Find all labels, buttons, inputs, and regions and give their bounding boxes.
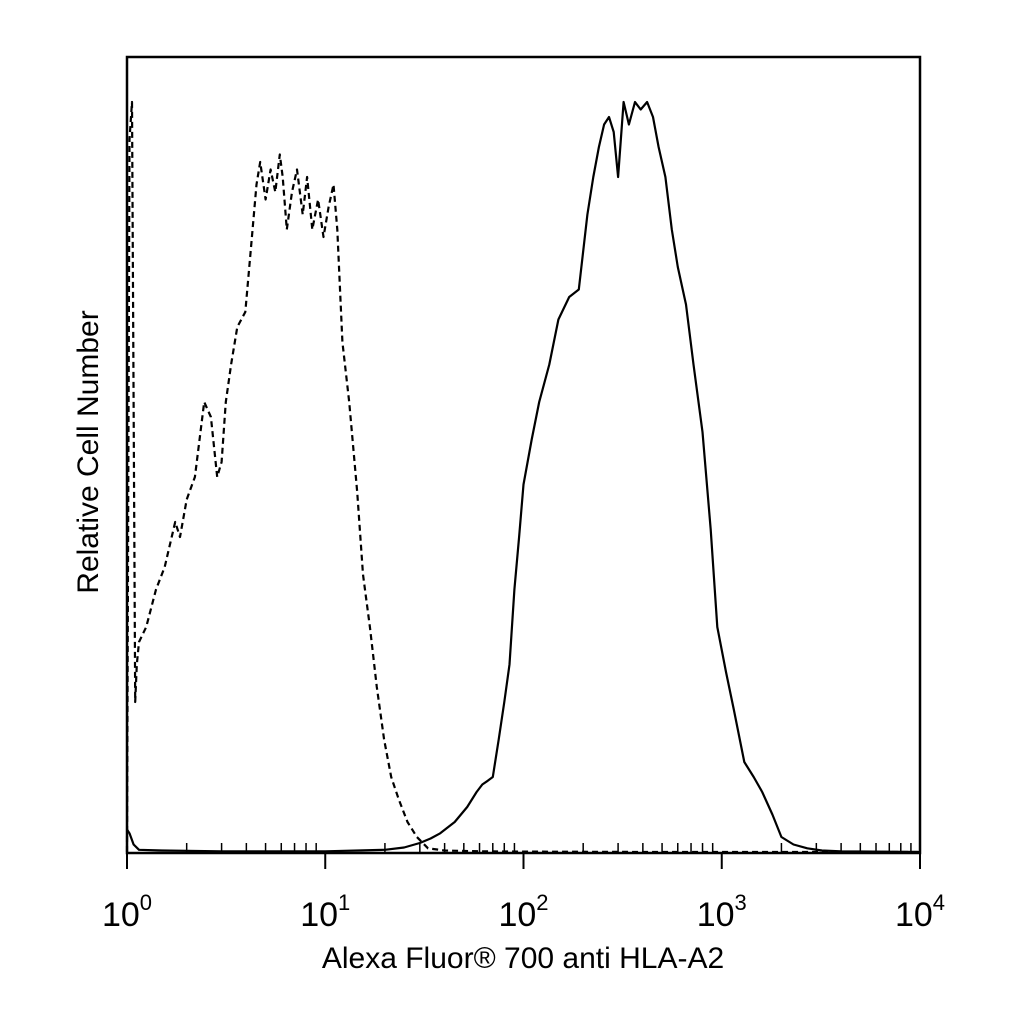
series-line-solid <box>126 100 921 854</box>
x-tick-label: 104 <box>895 890 945 934</box>
x-tick-labels: 100 101 102 103 104 <box>102 890 945 934</box>
series-layer <box>125 100 921 854</box>
series-line-dashed <box>125 100 920 854</box>
plot-frame <box>125 55 922 855</box>
x-tick-label: 103 <box>697 890 747 934</box>
x-axis-label: Alexa Fluor® 700 anti HLA-A2 <box>322 942 724 975</box>
major-ticks <box>126 852 921 869</box>
x-tick-label: 100 <box>102 890 152 934</box>
y-axis-label: Relative Cell Number <box>72 310 105 593</box>
x-tick-label: 101 <box>300 890 350 934</box>
x-tick-label: 102 <box>498 890 548 934</box>
